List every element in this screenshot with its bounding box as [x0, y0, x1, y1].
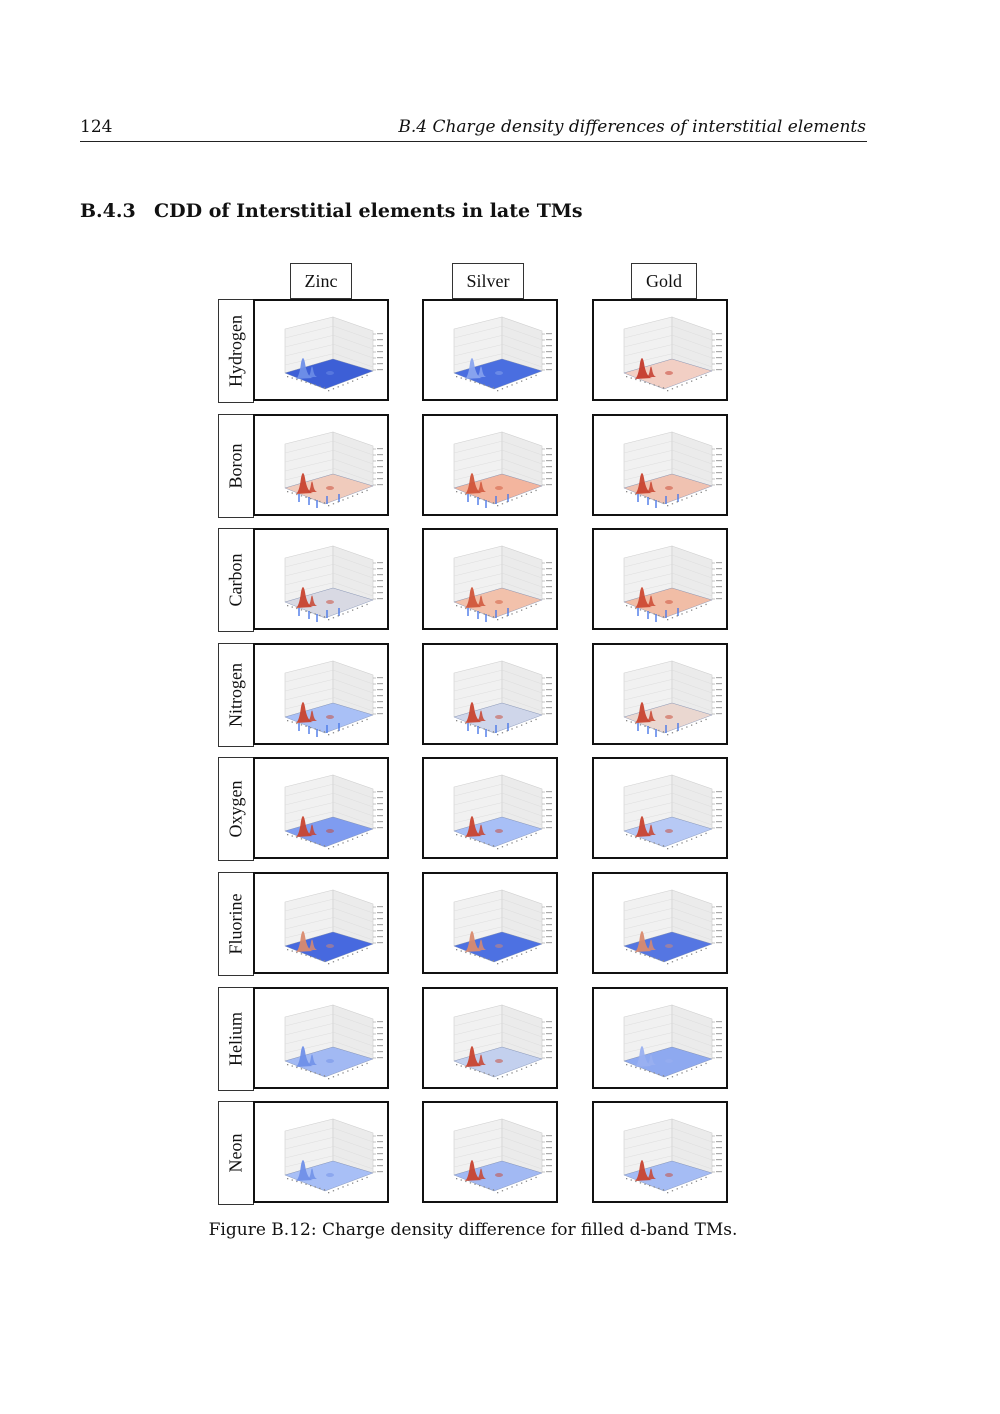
surface-plot-3d — [453, 1118, 552, 1194]
running-header: B.4 Charge density differences of inters… — [398, 117, 866, 137]
cdd-plot-nitrogen-zinc — [253, 643, 389, 745]
surface-plot-3d — [284, 774, 383, 850]
row-label-fluorine: Fluorine — [218, 872, 254, 976]
row-label-helium: Helium — [218, 987, 254, 1091]
row-label-neon: Neon — [218, 1101, 254, 1205]
row-label-text: Hydrogen — [225, 315, 246, 387]
cdd-plot-oxygen-gold — [592, 757, 728, 859]
column-label-zinc: Zinc — [290, 263, 352, 299]
surface-plot-3d — [284, 1004, 383, 1080]
surface-plot-3d — [453, 660, 552, 737]
row-label-text: Fluorine — [225, 893, 246, 955]
row-label-text: Oxygen — [225, 780, 246, 838]
surface-plot-3d — [623, 316, 722, 392]
surface-plot-3d — [623, 545, 722, 622]
section-number: B.4.3 — [80, 200, 136, 222]
cdd-plot-hydrogen-zinc — [253, 299, 389, 401]
surface-plot-3d — [284, 660, 383, 737]
row-label-carbon: Carbon — [218, 528, 254, 632]
cdd-plot-helium-zinc — [253, 987, 389, 1089]
surface-plot-3d — [623, 774, 722, 850]
cdd-plot-carbon-silver — [422, 528, 558, 630]
cdd-plot-hydrogen-silver — [422, 299, 558, 401]
column-label-gold: Gold — [631, 263, 697, 299]
row-label-text: Nitrogen — [225, 663, 246, 727]
surface-plot-3d — [284, 545, 383, 622]
section-title: CDD of Interstitial elements in late TMs — [154, 200, 583, 222]
cdd-plot-boron-gold — [592, 414, 728, 516]
row-label-text: Helium — [225, 1012, 246, 1066]
row-label-oxygen: Oxygen — [218, 757, 254, 861]
cdd-plot-neon-gold — [592, 1101, 728, 1203]
cdd-plot-boron-zinc — [253, 414, 389, 516]
row-label-text: Boron — [225, 443, 246, 489]
cdd-plot-fluorine-silver — [422, 872, 558, 974]
surface-plot-3d — [623, 1004, 722, 1080]
surface-plot-3d — [453, 1004, 552, 1080]
cdd-plot-neon-zinc — [253, 1101, 389, 1203]
row-label-text: Carbon — [225, 553, 246, 607]
cdd-plot-carbon-gold — [592, 528, 728, 630]
row-label-hydrogen: Hydrogen — [218, 299, 254, 403]
figure-caption: Figure B.12: Charge density difference f… — [208, 1220, 738, 1240]
page-number: 124 — [80, 117, 113, 137]
cdd-plot-hydrogen-gold — [592, 299, 728, 401]
cdd-plot-fluorine-gold — [592, 872, 728, 974]
cdd-plot-helium-gold — [592, 987, 728, 1089]
surface-plot-3d — [623, 1118, 722, 1194]
cdd-plot-nitrogen-silver — [422, 643, 558, 745]
cdd-plot-boron-silver — [422, 414, 558, 516]
surface-plot-3d — [623, 889, 722, 965]
surface-plot-3d — [453, 431, 552, 508]
cdd-plot-helium-silver — [422, 987, 558, 1089]
cdd-plot-fluorine-zinc — [253, 872, 389, 974]
cdd-plot-nitrogen-gold — [592, 643, 728, 745]
row-label-nitrogen: Nitrogen — [218, 643, 254, 747]
surface-plot-3d — [453, 774, 552, 850]
cdd-plot-neon-silver — [422, 1101, 558, 1203]
surface-plot-3d — [453, 545, 552, 622]
surface-plot-3d — [453, 316, 552, 392]
header-rule — [80, 141, 867, 142]
surface-plot-3d — [284, 316, 383, 392]
surface-plot-3d — [623, 431, 722, 508]
surface-plot-3d — [284, 1118, 383, 1194]
surface-plot-3d — [284, 889, 383, 965]
section-heading: B.4.3 CDD of Interstitial elements in lat… — [80, 200, 583, 222]
row-label-boron: Boron — [218, 414, 254, 518]
surface-plot-3d — [284, 431, 383, 508]
column-label-silver: Silver — [452, 263, 524, 299]
cdd-plot-oxygen-silver — [422, 757, 558, 859]
surface-plot-3d — [453, 889, 552, 965]
cdd-plot-oxygen-zinc — [253, 757, 389, 859]
row-label-text: Neon — [225, 1133, 246, 1173]
surface-plot-3d — [623, 660, 722, 737]
cdd-plot-carbon-zinc — [253, 528, 389, 630]
